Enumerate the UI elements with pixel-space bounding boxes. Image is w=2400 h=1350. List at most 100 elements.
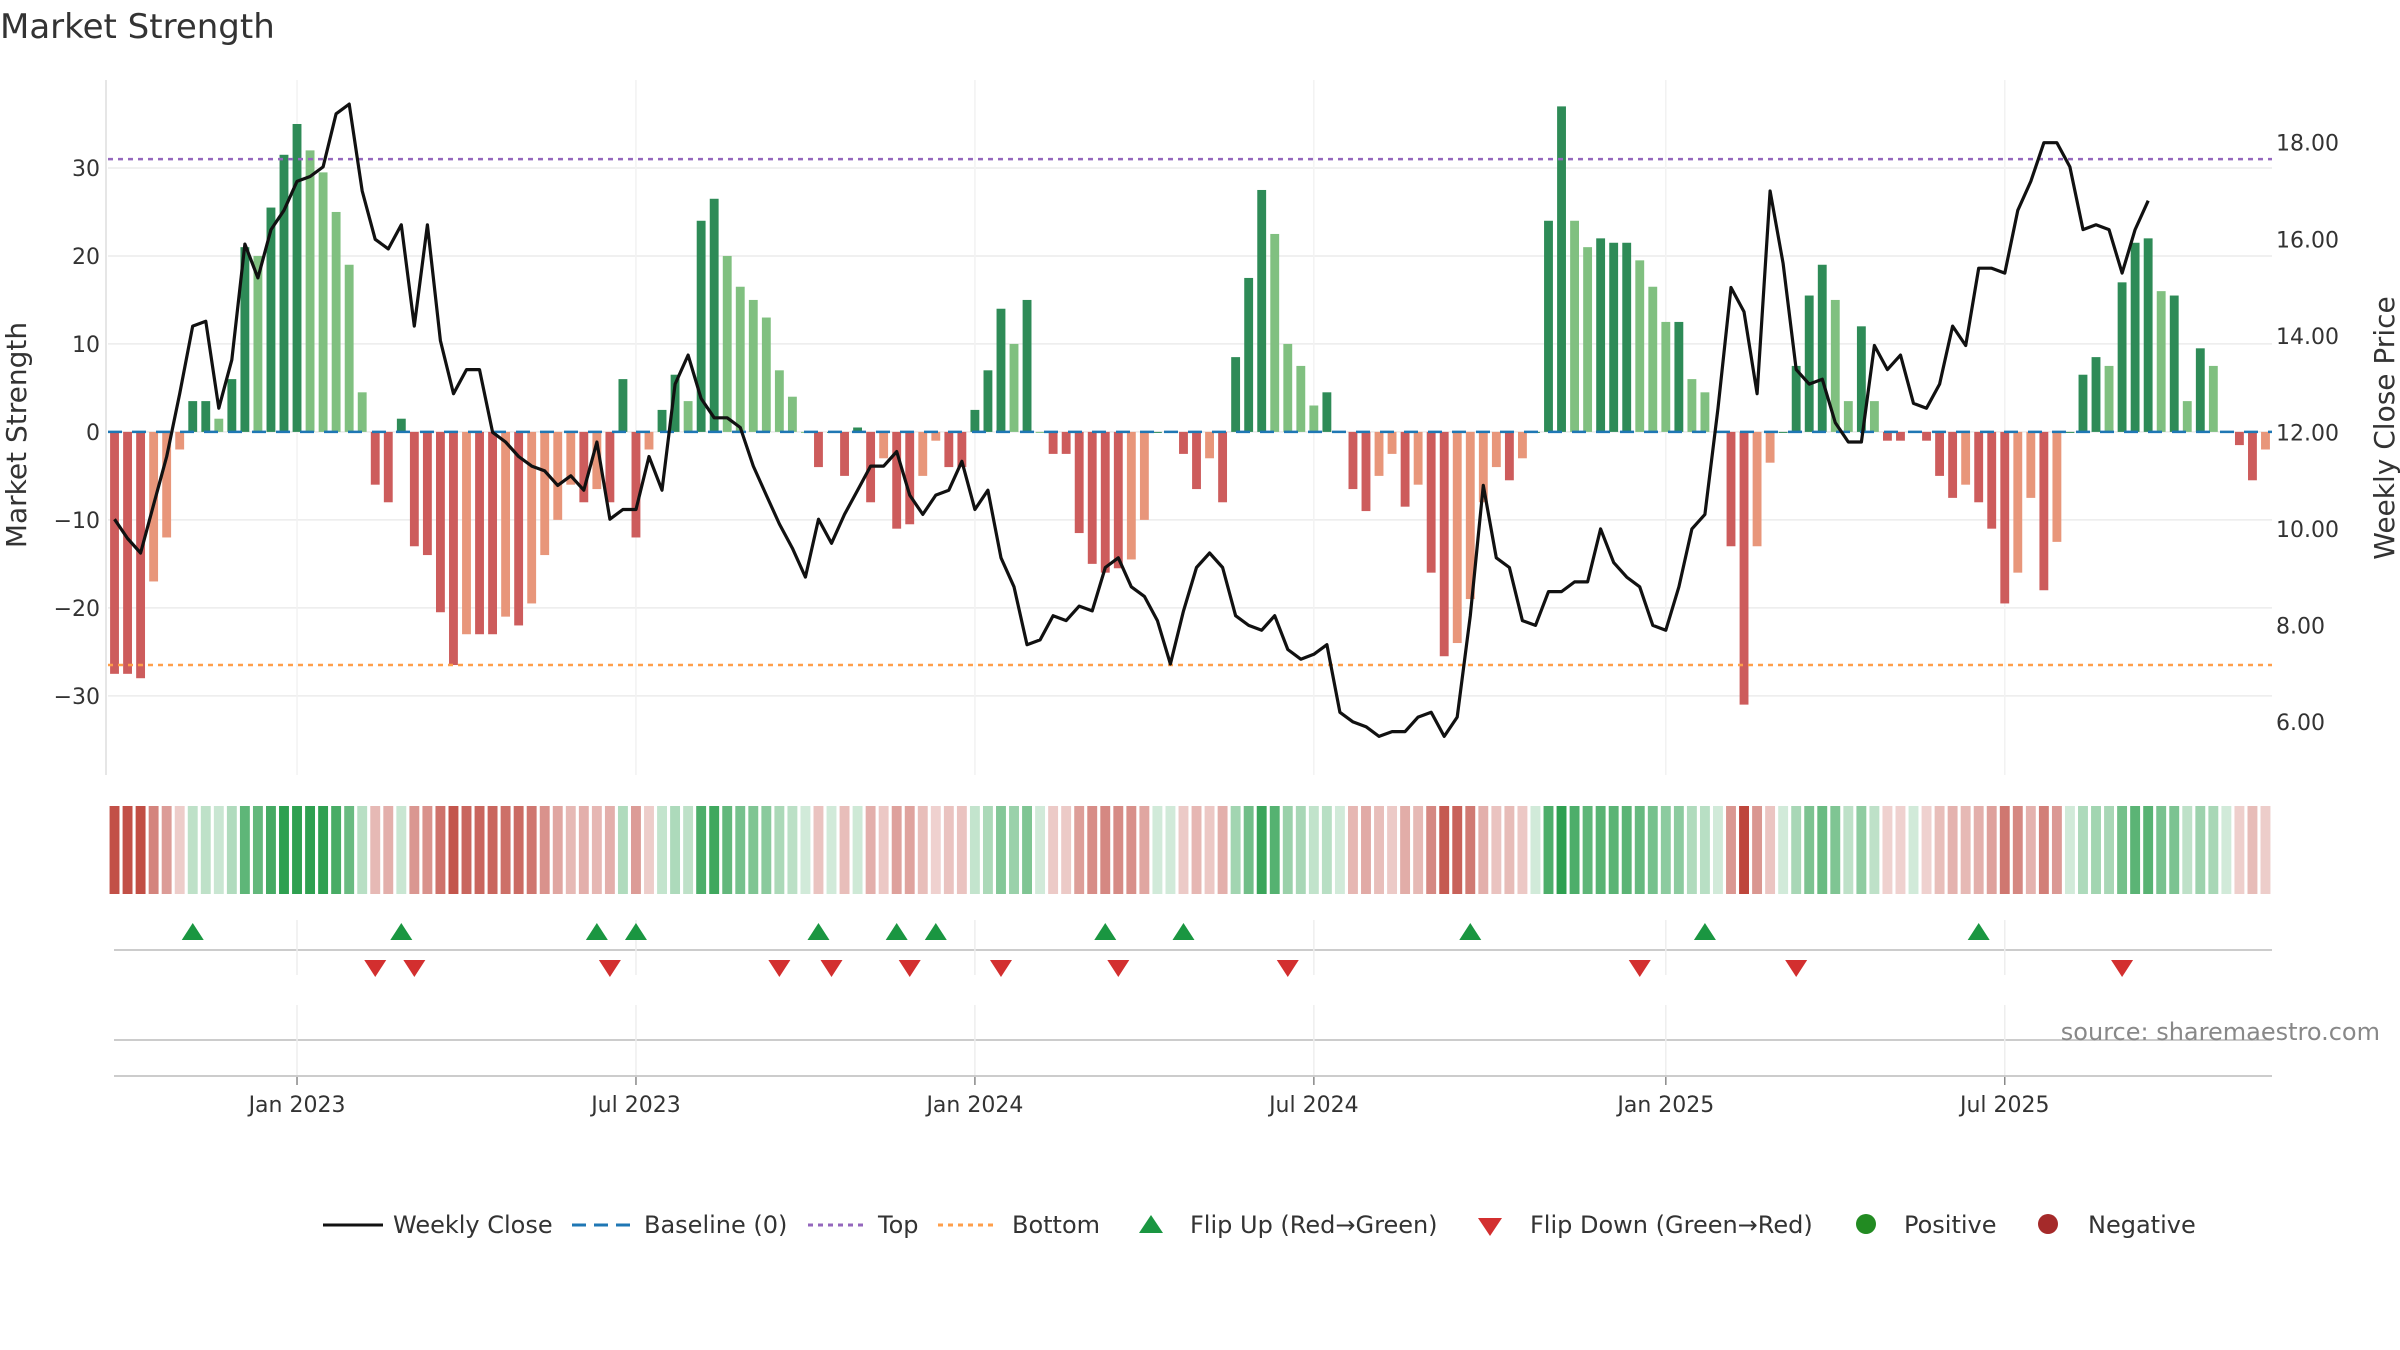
heat-cell <box>826 806 837 894</box>
strength-bar <box>123 431 132 674</box>
strength-bar <box>983 370 993 432</box>
strength-bar <box>1583 247 1593 432</box>
strength-bar <box>1856 326 1866 432</box>
strength-bar <box>1218 431 1228 503</box>
heat-cell <box>578 806 589 894</box>
heat-cell <box>1504 806 1515 894</box>
strength-bar <box>2143 238 2153 432</box>
strength-bar <box>1974 431 1984 503</box>
heat-cell <box>2247 806 2258 894</box>
heat-cell <box>252 806 263 894</box>
flip-up-marker <box>807 923 830 940</box>
strength-bar <box>1869 401 1879 432</box>
flip-down-marker <box>1785 960 1808 977</box>
heat-cell <box>1374 806 1384 894</box>
flip-down-marker <box>898 960 921 977</box>
heat-cell <box>344 806 355 894</box>
heat-cell <box>357 806 368 894</box>
heat-cell <box>969 806 980 894</box>
heat-cell <box>239 806 250 894</box>
strength-bar <box>592 431 602 490</box>
heat-cell <box>1387 806 1398 894</box>
heat-cell <box>1321 806 1332 894</box>
left-tick-label: 0 <box>86 421 100 446</box>
heat-cell <box>800 806 811 894</box>
strength-bar <box>1374 431 1384 476</box>
heat-cell <box>1530 806 1541 894</box>
heat-cell <box>1673 806 1684 894</box>
legend-label: Weekly Close <box>393 1211 553 1239</box>
heat-cell <box>1830 806 1841 894</box>
strength-bar <box>240 247 250 432</box>
heat-cell <box>878 806 889 894</box>
heat-cell <box>1491 806 1502 894</box>
heat-cell <box>1882 806 1893 894</box>
heat-cell <box>2195 806 2206 894</box>
strength-bar <box>2261 431 2270 450</box>
strength-bar <box>1348 431 1358 490</box>
left-tick-label: −20 <box>54 597 100 622</box>
heat-cell <box>774 806 785 894</box>
heat-cell <box>930 806 941 894</box>
strength-bar <box>996 308 1006 432</box>
heat-cell <box>2130 806 2141 894</box>
strength-bar <box>266 207 276 432</box>
heat-cell <box>657 806 667 894</box>
heat-cell <box>1087 806 1098 894</box>
heat-cell <box>279 806 289 894</box>
strength-bar <box>1296 365 1306 432</box>
heat-cell <box>2208 806 2219 894</box>
heat-cell <box>552 806 563 894</box>
strength-bar <box>605 431 615 503</box>
flip-up-marker <box>624 923 647 940</box>
heat-cell <box>1334 806 1345 894</box>
strength-bar <box>409 431 419 547</box>
strength-bar <box>1113 431 1123 569</box>
strength-bar <box>1439 431 1449 657</box>
heat-cell <box>1243 806 1254 894</box>
flip-up-marker <box>1172 923 1195 940</box>
strength-bar <box>1791 365 1801 432</box>
heat-cell <box>1908 806 1919 894</box>
strength-bar <box>879 431 889 459</box>
heat-cell <box>1152 806 1163 894</box>
strength-bar <box>1661 321 1671 432</box>
strength-bar <box>1152 431 1162 433</box>
strength-bar <box>1426 431 1436 573</box>
strength-bar <box>683 401 693 432</box>
strength-bar <box>1987 431 1997 529</box>
strength-bar <box>435 431 445 613</box>
heat-cell <box>565 806 576 894</box>
flip-down-marker <box>989 960 1012 977</box>
strength-bar <box>1257 189 1267 432</box>
strength-bar <box>892 431 902 529</box>
heat-cell <box>683 806 694 894</box>
strength-bar <box>787 396 797 432</box>
heat-cell <box>1113 806 1124 894</box>
heat-cell <box>1452 806 1463 894</box>
heat-cell <box>1413 806 1424 894</box>
left-tick-label: 10 <box>72 333 100 358</box>
heat-cell <box>122 806 133 894</box>
strength-bar <box>2052 431 2062 542</box>
strength-bar <box>1765 431 1775 463</box>
heat-cell <box>161 806 172 894</box>
flip-down-marker <box>1276 960 1299 977</box>
heat-cell <box>1048 806 1059 894</box>
strength-bar <box>853 427 863 432</box>
strength-bar <box>1387 431 1397 454</box>
heat-cell <box>435 806 446 894</box>
heat-cell <box>1934 806 1945 894</box>
strength-bar <box>1283 343 1293 432</box>
heat-cell <box>1178 806 1189 894</box>
strength-bar <box>2195 348 2205 432</box>
strength-bar <box>1635 260 1645 432</box>
heat-cell <box>2260 806 2271 894</box>
heat-cell <box>722 806 733 894</box>
x-tick-label: Jul 2023 <box>589 1093 681 1118</box>
left-tick-label: 20 <box>72 245 100 270</box>
heat-cell <box>2156 806 2167 894</box>
heat-cell <box>1895 806 1906 894</box>
flip-up-marker <box>1459 923 1482 940</box>
strength-bar <box>188 401 198 432</box>
